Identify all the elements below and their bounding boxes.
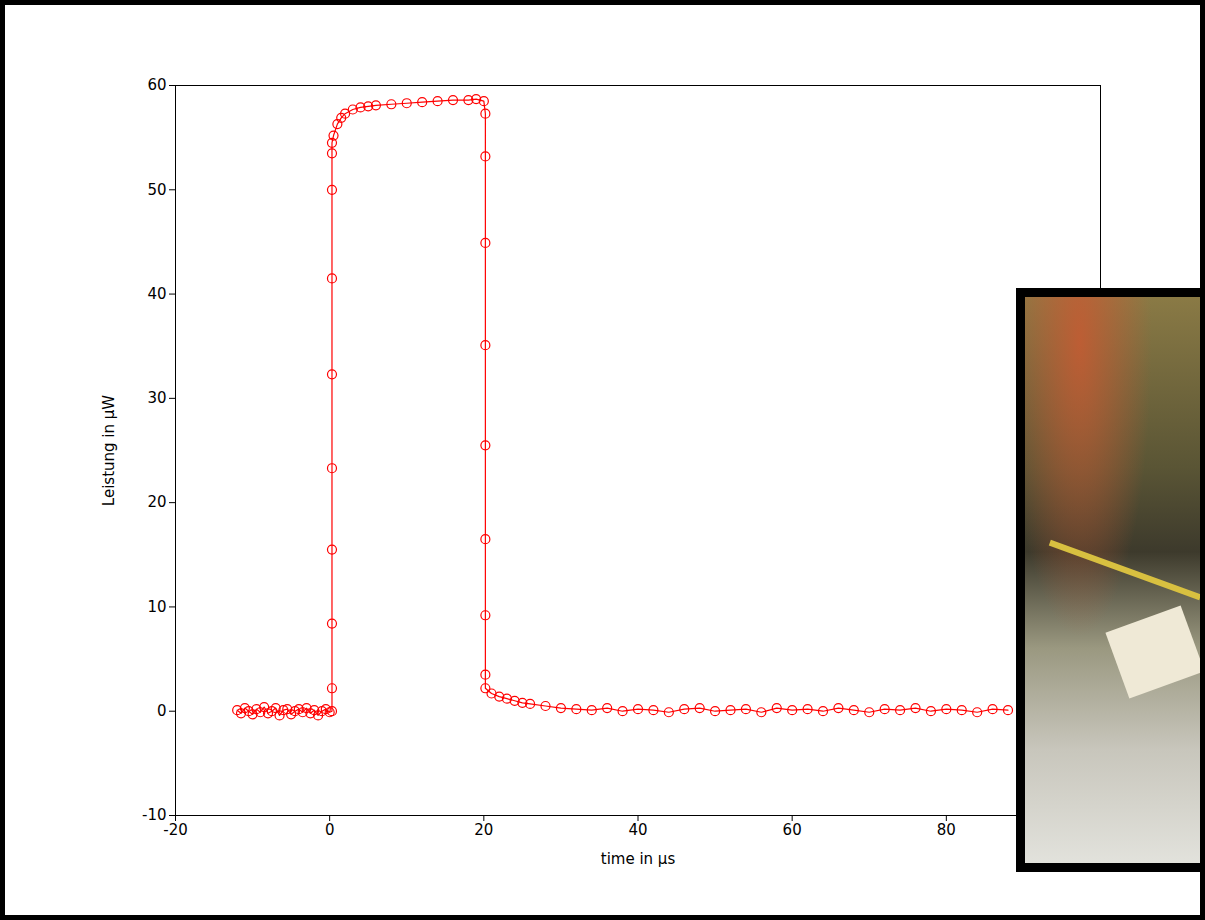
svg-text:20: 20 <box>147 493 166 511</box>
svg-text:40: 40 <box>147 285 166 303</box>
svg-text:40: 40 <box>628 821 647 839</box>
svg-text:10: 10 <box>147 598 166 616</box>
svg-text:80: 80 <box>937 821 956 839</box>
svg-text:-20: -20 <box>163 821 188 839</box>
svg-text:Leistung in µW: Leistung in µW <box>100 395 118 506</box>
svg-text:50: 50 <box>147 181 166 199</box>
svg-text:time in µs: time in µs <box>601 850 676 868</box>
svg-text:30: 30 <box>147 389 166 407</box>
svg-text:60: 60 <box>783 821 802 839</box>
svg-text:60: 60 <box>147 76 166 94</box>
svg-text:0: 0 <box>325 821 335 839</box>
svg-text:-10: -10 <box>142 806 167 825</box>
svg-text:20: 20 <box>474 821 493 839</box>
svg-text:0: 0 <box>157 702 167 720</box>
